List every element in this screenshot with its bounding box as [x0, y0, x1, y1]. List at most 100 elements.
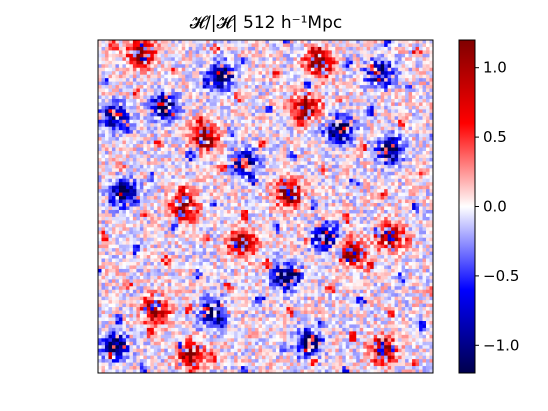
heatmap-cell — [300, 209, 305, 214]
heatmap-cell — [220, 105, 224, 110]
heatmap-cell — [209, 133, 214, 138]
heatmap-cell — [220, 71, 224, 75]
heatmap-cell — [227, 81, 231, 86]
heatmap-cell — [429, 147, 434, 152]
heatmap-cell — [370, 151, 374, 155]
heatmap-cell — [363, 140, 367, 145]
heatmap-cell — [234, 64, 238, 69]
heatmap-cell — [272, 151, 277, 155]
heatmap-cell — [160, 203, 165, 207]
heatmap-cell — [401, 140, 406, 145]
heatmap-cell — [352, 112, 357, 117]
heatmap-cell — [349, 168, 354, 173]
heatmap-cell — [146, 182, 151, 186]
heatmap-cell — [426, 178, 430, 183]
heatmap-cell — [391, 151, 395, 155]
heatmap-cell — [143, 95, 148, 100]
heatmap-cell — [415, 123, 420, 128]
heatmap-cell — [153, 119, 158, 124]
heatmap-cell — [408, 81, 413, 86]
heatmap-cell — [192, 95, 197, 100]
heatmap-cell — [185, 123, 190, 128]
heatmap-cell — [352, 178, 357, 183]
heatmap-cell — [419, 50, 423, 55]
heatmap-cell — [178, 164, 183, 169]
heatmap-cell — [251, 209, 256, 214]
heatmap-cell — [268, 185, 273, 190]
heatmap-cell — [213, 164, 217, 169]
heatmap-cell — [125, 213, 130, 218]
heatmap-cell — [366, 209, 371, 214]
heatmap-cell — [415, 209, 420, 214]
heatmap-cell — [391, 216, 395, 221]
heatmap-cell — [408, 206, 413, 211]
heatmap-cell — [275, 182, 280, 186]
heatmap-cell — [153, 137, 158, 141]
heatmap-cell — [408, 46, 413, 51]
heatmap-cell — [129, 216, 134, 221]
heatmap-cell — [352, 109, 357, 114]
heatmap-cell — [422, 192, 427, 197]
heatmap-cell — [300, 67, 305, 72]
heatmap-cell — [387, 105, 392, 110]
heatmap-cell — [115, 46, 120, 51]
heatmap-cell — [275, 119, 280, 124]
heatmap-cell — [391, 64, 395, 69]
heatmap-cell — [419, 88, 423, 93]
heatmap-cell — [192, 161, 197, 166]
heatmap-cell — [328, 189, 333, 193]
heatmap-cell — [230, 71, 235, 75]
heatmap-cell — [241, 46, 245, 51]
heatmap-cell — [412, 98, 416, 103]
heatmap-cell — [363, 60, 367, 65]
heatmap-cell — [220, 109, 224, 114]
heatmap-cell — [206, 130, 210, 134]
heatmap-cell — [370, 67, 374, 72]
heatmap-cell — [349, 126, 354, 131]
heatmap-cell — [338, 64, 343, 69]
heatmap-cell — [258, 185, 263, 190]
heatmap-cell — [185, 137, 190, 141]
heatmap-cell — [279, 109, 284, 114]
heatmap-cell — [328, 213, 333, 218]
heatmap-cell — [167, 81, 172, 86]
heatmap-cell — [321, 116, 326, 121]
heatmap-cell — [132, 46, 137, 51]
heatmap-cell — [279, 168, 284, 173]
heatmap-cell — [241, 157, 245, 162]
heatmap-cell — [324, 98, 329, 103]
heatmap-cell — [265, 178, 270, 183]
heatmap-cell — [98, 74, 102, 79]
heatmap-cell — [394, 185, 399, 190]
heatmap-cell — [237, 213, 242, 218]
heatmap-cell — [143, 57, 148, 62]
heatmap-cell — [146, 151, 151, 155]
heatmap-cell — [426, 171, 430, 176]
heatmap-cell — [345, 64, 350, 69]
heatmap-cell — [244, 64, 249, 69]
heatmap-cell — [384, 144, 388, 148]
heatmap-cell — [111, 161, 116, 166]
heatmap-cell — [415, 109, 420, 114]
heatmap-cell — [237, 206, 242, 211]
heatmap-cell — [398, 203, 402, 207]
heatmap-cell — [202, 53, 207, 58]
heatmap-cell — [122, 137, 127, 141]
heatmap-cell — [227, 175, 231, 180]
heatmap-cell — [373, 209, 378, 214]
heatmap-cell — [356, 161, 361, 166]
heatmap-cell — [345, 196, 350, 200]
heatmap-cell — [164, 88, 169, 93]
heatmap — [98, 40, 434, 374]
heatmap-cell — [352, 192, 357, 197]
heatmap-cell — [174, 178, 179, 183]
heatmap-cell — [195, 67, 200, 72]
heatmap-cell — [164, 147, 169, 152]
heatmap-cell — [136, 216, 141, 221]
heatmap-cell — [209, 50, 214, 55]
heatmap-cell — [366, 168, 371, 173]
heatmap-cell — [324, 161, 329, 166]
heatmap-cell — [202, 85, 207, 89]
heatmap-cell — [380, 81, 385, 86]
heatmap-cell — [213, 168, 217, 173]
